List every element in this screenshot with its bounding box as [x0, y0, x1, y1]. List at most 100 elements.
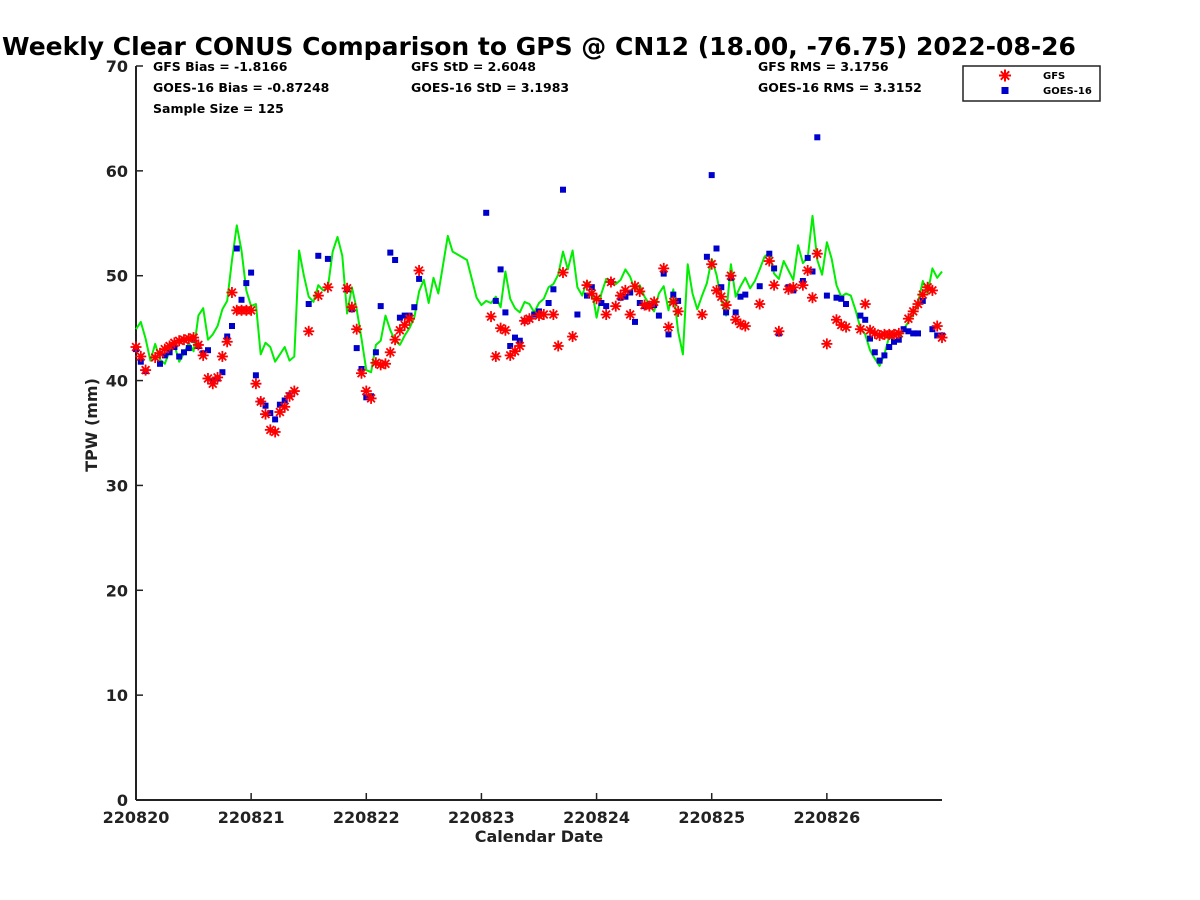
goes16-point	[881, 352, 888, 359]
goes16-point	[157, 360, 163, 367]
goes16-point	[833, 294, 840, 301]
goes16-point	[531, 311, 538, 318]
goes16-point	[655, 312, 662, 319]
gfs-point	[821, 338, 833, 350]
goes16-point	[703, 253, 710, 260]
gfs-point	[192, 339, 204, 351]
goes16-point	[512, 334, 518, 341]
gfs-point	[600, 309, 612, 321]
goes16-point	[176, 353, 183, 360]
gfs-point	[288, 385, 300, 397]
goes16-point	[723, 309, 730, 316]
y-tick-label: 30	[106, 476, 128, 495]
plot-background	[136, 66, 942, 800]
y-axis-ticks: 0 10 20 30 40 50 60 70	[106, 57, 143, 810]
goes16-point	[497, 266, 504, 273]
gfs-points-layer	[130, 248, 948, 438]
gfs-point	[663, 321, 675, 333]
gfs-point	[754, 298, 766, 310]
goes16-point	[276, 401, 283, 408]
gfs-std-text: GFS StD = 2.6048	[411, 59, 536, 74]
gfs-point	[135, 350, 147, 362]
goes16-point	[545, 300, 552, 306]
goes16-point	[560, 186, 566, 193]
goes16-point	[804, 254, 811, 261]
goes16-point	[161, 352, 168, 359]
goes16-point	[675, 297, 682, 304]
goes16-point	[632, 318, 638, 325]
goes16-point	[243, 280, 250, 287]
x-tick-label: 220826	[793, 808, 860, 827]
goes16-point	[771, 265, 778, 272]
gfs-point	[907, 305, 919, 317]
goes16-point	[281, 397, 288, 404]
gfs-point	[495, 322, 507, 334]
gfs-point	[893, 327, 905, 339]
gfs-point	[226, 286, 238, 298]
y-tick-label: 60	[106, 162, 128, 181]
gfs-point	[605, 276, 617, 288]
gfs-point	[538, 309, 550, 321]
goes16-point	[895, 336, 902, 343]
goes16-point	[627, 289, 634, 296]
goes16-point	[233, 245, 240, 252]
gfs-point	[763, 255, 775, 267]
gfs-point	[787, 281, 799, 293]
goes16-point	[862, 316, 869, 323]
gfs-point	[859, 298, 871, 310]
gfs-point	[140, 364, 152, 376]
y-tick-label: 40	[106, 372, 128, 391]
goes16-point	[809, 268, 816, 275]
x-axis-label: Calendar Date	[475, 827, 604, 846]
gfs-point	[490, 350, 502, 362]
gfs-point	[902, 313, 914, 325]
goes16-point	[843, 301, 849, 307]
goes16-point	[411, 304, 418, 311]
gfs-point	[212, 371, 224, 383]
goes16-point	[603, 303, 610, 310]
gfs-point	[360, 385, 372, 397]
gfs-point	[797, 279, 809, 291]
goes16-point	[252, 372, 259, 379]
gfs-point	[672, 305, 684, 317]
gfs-point	[384, 346, 396, 358]
gfs-point	[912, 298, 924, 310]
goes16-point	[502, 309, 509, 316]
goes16-point	[185, 345, 192, 352]
gfs-point	[355, 367, 367, 379]
gfs-point	[931, 320, 943, 332]
goes16-point	[401, 312, 408, 319]
gfs-point	[802, 264, 814, 276]
gfs-point	[499, 324, 511, 336]
gfs-point	[610, 300, 622, 312]
goes16-point	[507, 343, 514, 349]
y-tick-label: 20	[106, 581, 128, 600]
gfs-point	[711, 284, 723, 296]
gfs-point	[667, 296, 679, 308]
gfs-point	[629, 280, 641, 292]
goes16-point	[732, 309, 739, 316]
goes16-point	[305, 301, 312, 307]
gfs-point	[322, 281, 334, 293]
goes16-point	[838, 295, 845, 302]
gfs-point	[399, 319, 411, 331]
gfs-point	[523, 313, 535, 325]
gfs-point	[379, 358, 391, 370]
goes16-point	[324, 255, 331, 262]
legend-box	[962, 65, 1101, 102]
goes16-point	[665, 331, 672, 338]
goes16-point	[915, 330, 921, 337]
gfs-point	[854, 323, 866, 335]
gfs-point	[739, 320, 751, 332]
goes16-point	[876, 357, 883, 364]
gfs-bias-text: GFS Bias = -1.8166	[153, 59, 288, 74]
goes16-point	[891, 338, 897, 345]
gfs-point	[619, 284, 631, 296]
gfs-point	[706, 258, 718, 270]
goes-bias-text: GOES-16 Bias = -0.87248	[153, 80, 329, 95]
gfs-point	[830, 314, 842, 326]
goes16-point	[205, 347, 211, 354]
gfs-point	[485, 311, 497, 323]
goes16-point	[823, 292, 830, 299]
gfs-point	[303, 325, 315, 337]
